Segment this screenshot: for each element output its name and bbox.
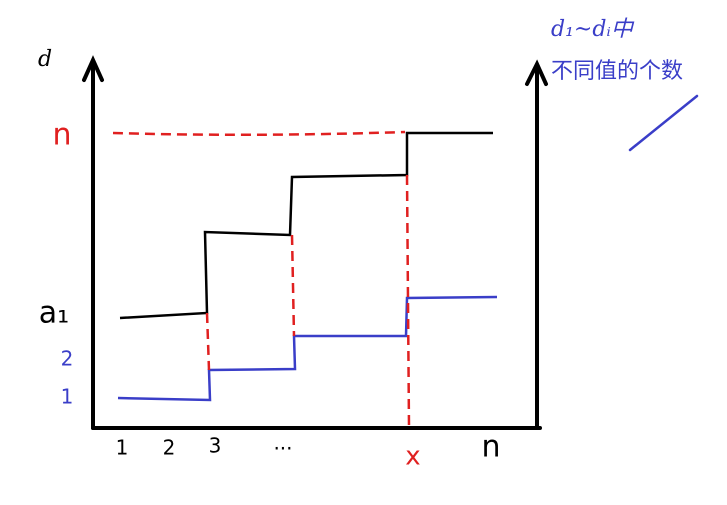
x-label: x — [405, 442, 420, 472]
note-line: d₁~dᵢ中 — [551, 17, 635, 42]
blue-stroke — [628, 94, 699, 152]
red-dashed-vertical — [405, 174, 411, 429]
y-label: 1 — [61, 385, 74, 409]
red-dashed-vertical — [290, 234, 296, 337]
black-step-line — [119, 131, 493, 320]
axis-label: d — [38, 47, 52, 72]
y-label: n — [52, 118, 71, 153]
red-dashes — [112, 130, 411, 429]
right-arrow — [525, 59, 548, 86]
x-label: 3 — [209, 434, 222, 458]
axes — [82, 55, 548, 430]
y-label: 2 — [61, 347, 74, 371]
note-line: 不同值的个数 — [551, 59, 683, 84]
red-dashed-vertical — [205, 312, 211, 371]
blue-step-line — [117, 295, 498, 402]
x-label: ... — [273, 431, 292, 455]
red-dashed-horizontal — [112, 130, 406, 137]
x-label: 1 — [116, 436, 129, 460]
y-label: a₁ — [39, 296, 69, 331]
x-label: n — [481, 430, 500, 465]
x-label: 2 — [163, 436, 176, 460]
left-arrow — [82, 55, 104, 82]
